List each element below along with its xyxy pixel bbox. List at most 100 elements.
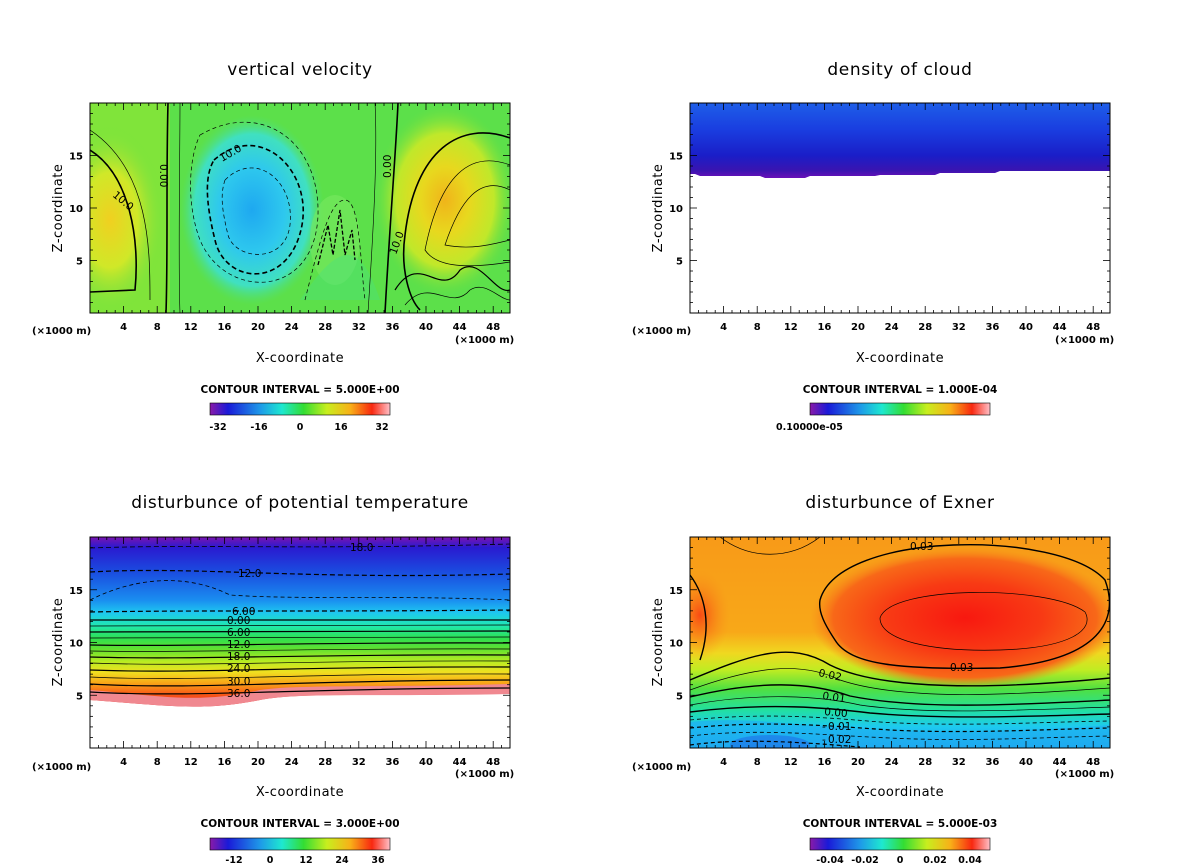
x-tick-label: 40: [1019, 757, 1033, 768]
x-tick-label: 16: [817, 757, 831, 768]
x-tick-label: 28: [318, 322, 332, 333]
x-axis-label: X-coordinate: [856, 351, 944, 366]
x-unit-left: (×1000 m): [632, 762, 691, 773]
panel-title: density of cloud: [827, 60, 972, 80]
contour-label: 0.03: [910, 541, 933, 553]
y-tick-label: 10: [669, 639, 683, 650]
contour-label: 24.0: [227, 663, 250, 675]
panel-potential-temperature: disturbunce of potential temperature: [32, 493, 514, 866]
x-tick-label: 40: [419, 757, 433, 768]
panel-title: disturbunce of potential temperature: [131, 493, 469, 513]
x-tick-label: 28: [918, 757, 932, 768]
x-tick-label: 40: [419, 322, 433, 333]
contour-label: 0.02: [828, 734, 851, 746]
colorbar-tick-label: 32: [375, 422, 388, 433]
x-tick-label: 4: [720, 757, 727, 768]
heatmap-field: [690, 537, 1110, 748]
svg-text:-: -: [822, 721, 826, 733]
x-unit-right: (×1000 m): [1055, 335, 1114, 346]
contour-label: 12.0: [238, 568, 261, 580]
x-tick-label: 36: [985, 322, 999, 333]
contour-lines: [690, 537, 1110, 748]
x-tick-label: 48: [486, 322, 500, 333]
colorbar: [809, 837, 991, 851]
y-axis-label: Z-coordinate: [651, 164, 666, 253]
x-tick-label: 24: [885, 322, 899, 333]
x-tick-label: 28: [318, 757, 332, 768]
colorbar-ticks: -0.04 -0.02 0 0.02 0.04: [816, 855, 982, 866]
y-tick-label: 15: [669, 586, 683, 597]
contour-label: 30.0: [227, 676, 250, 688]
panel-vertical-velocity: vertical velocity: [32, 60, 514, 433]
x-tick-label: 20: [251, 757, 265, 768]
x-tick-label: 44: [453, 322, 467, 333]
contour-label: 0.02: [817, 667, 842, 684]
x-tick-label: 44: [1053, 322, 1067, 333]
panel-density-of-cloud: density of cloud 4 8 12 16 20 24 28 32 36 40 44 485…: [632, 60, 1114, 433]
colorbar-tick-label: 0: [297, 422, 304, 433]
x-tick-label: 12: [184, 322, 198, 333]
contour-label: 0.00: [227, 615, 250, 627]
y-tick-label: 5: [76, 257, 83, 268]
x-tick-label: 40: [1019, 322, 1033, 333]
contour-interval: CONTOUR INTERVAL = 3.000E+00: [200, 818, 399, 830]
contour-label: 6.00: [227, 627, 250, 639]
x-tick-label: 20: [251, 322, 265, 333]
colorbar-tick-label: 12: [299, 855, 312, 866]
x-axis-label: X-coordinate: [256, 785, 344, 800]
colorbar-tick-label: -16: [250, 422, 268, 433]
contour-label: 0.00: [382, 155, 394, 178]
contour-label-negative: - 0.01: [822, 721, 851, 733]
contour-label: 18.0: [350, 542, 373, 554]
x-tick-label: 44: [1053, 757, 1067, 768]
colorbar-tick-label: -0.04: [816, 855, 844, 866]
heatmap-field: [90, 103, 510, 313]
x-tick-label: 16: [817, 322, 831, 333]
y-tick-label: 10: [669, 204, 683, 215]
colorbar-ticks: -12 0 12 24 36: [225, 855, 385, 866]
x-tick-label: 32: [952, 322, 966, 333]
colorbar-tick-label: 0: [897, 855, 904, 866]
x-tick-label: 8: [154, 757, 161, 768]
x-tick-label: 16: [217, 322, 231, 333]
x-tick-label: 12: [184, 757, 198, 768]
x-tick-label: 8: [154, 322, 161, 333]
x-tick-label: 36: [385, 757, 399, 768]
colorbar-tick-label: 0.04: [958, 855, 982, 866]
colorbar: [209, 402, 391, 416]
y-tick-label: 15: [69, 586, 83, 597]
panel-title: vertical velocity: [227, 60, 372, 80]
x-tick-label: 20: [851, 322, 865, 333]
contour-label: 0.01: [822, 690, 847, 705]
x-tick-label: 44: [453, 757, 467, 768]
contour-labels: 0.03 0.03 0.02 0.01 0.00 - 0.01 - 0.02: [817, 541, 973, 746]
x-tick-label: 48: [486, 757, 500, 768]
colorbar-tick-label: 0.10000e-05: [776, 422, 843, 433]
x-tick-label: 36: [385, 322, 399, 333]
x-tick-label: 4: [120, 322, 127, 333]
x-tick-label: 20: [851, 757, 865, 768]
x-tick-label: 12: [784, 322, 798, 333]
heatmap-field: [690, 103, 1110, 178]
x-unit-left: (×1000 m): [32, 762, 91, 773]
x-tick-label: 24: [285, 757, 299, 768]
x-unit-right: (×1000 m): [1055, 769, 1114, 780]
y-tick-label: 5: [76, 691, 83, 702]
x-axis-label: X-coordinate: [256, 351, 344, 366]
svg-text:-: -: [822, 734, 826, 746]
x-unit-right: (×1000 m): [455, 335, 514, 346]
x-tick-label: 8: [754, 322, 761, 333]
contour-interval: CONTOUR INTERVAL = 5.000E+00: [200, 384, 399, 396]
colorbar-tick-label: -12: [225, 855, 242, 866]
x-unit-left: (×1000 m): [32, 326, 91, 337]
y-tick-label: 5: [676, 257, 683, 268]
contour-interval: CONTOUR INTERVAL = 1.000E-04: [803, 384, 998, 396]
contour-lines: [90, 543, 510, 695]
y-axis-label: Z-coordinate: [51, 598, 66, 687]
x-tick-label: 4: [720, 322, 727, 333]
x-unit-left: (×1000 m): [632, 326, 691, 337]
x-tick-label: 12: [784, 757, 798, 768]
